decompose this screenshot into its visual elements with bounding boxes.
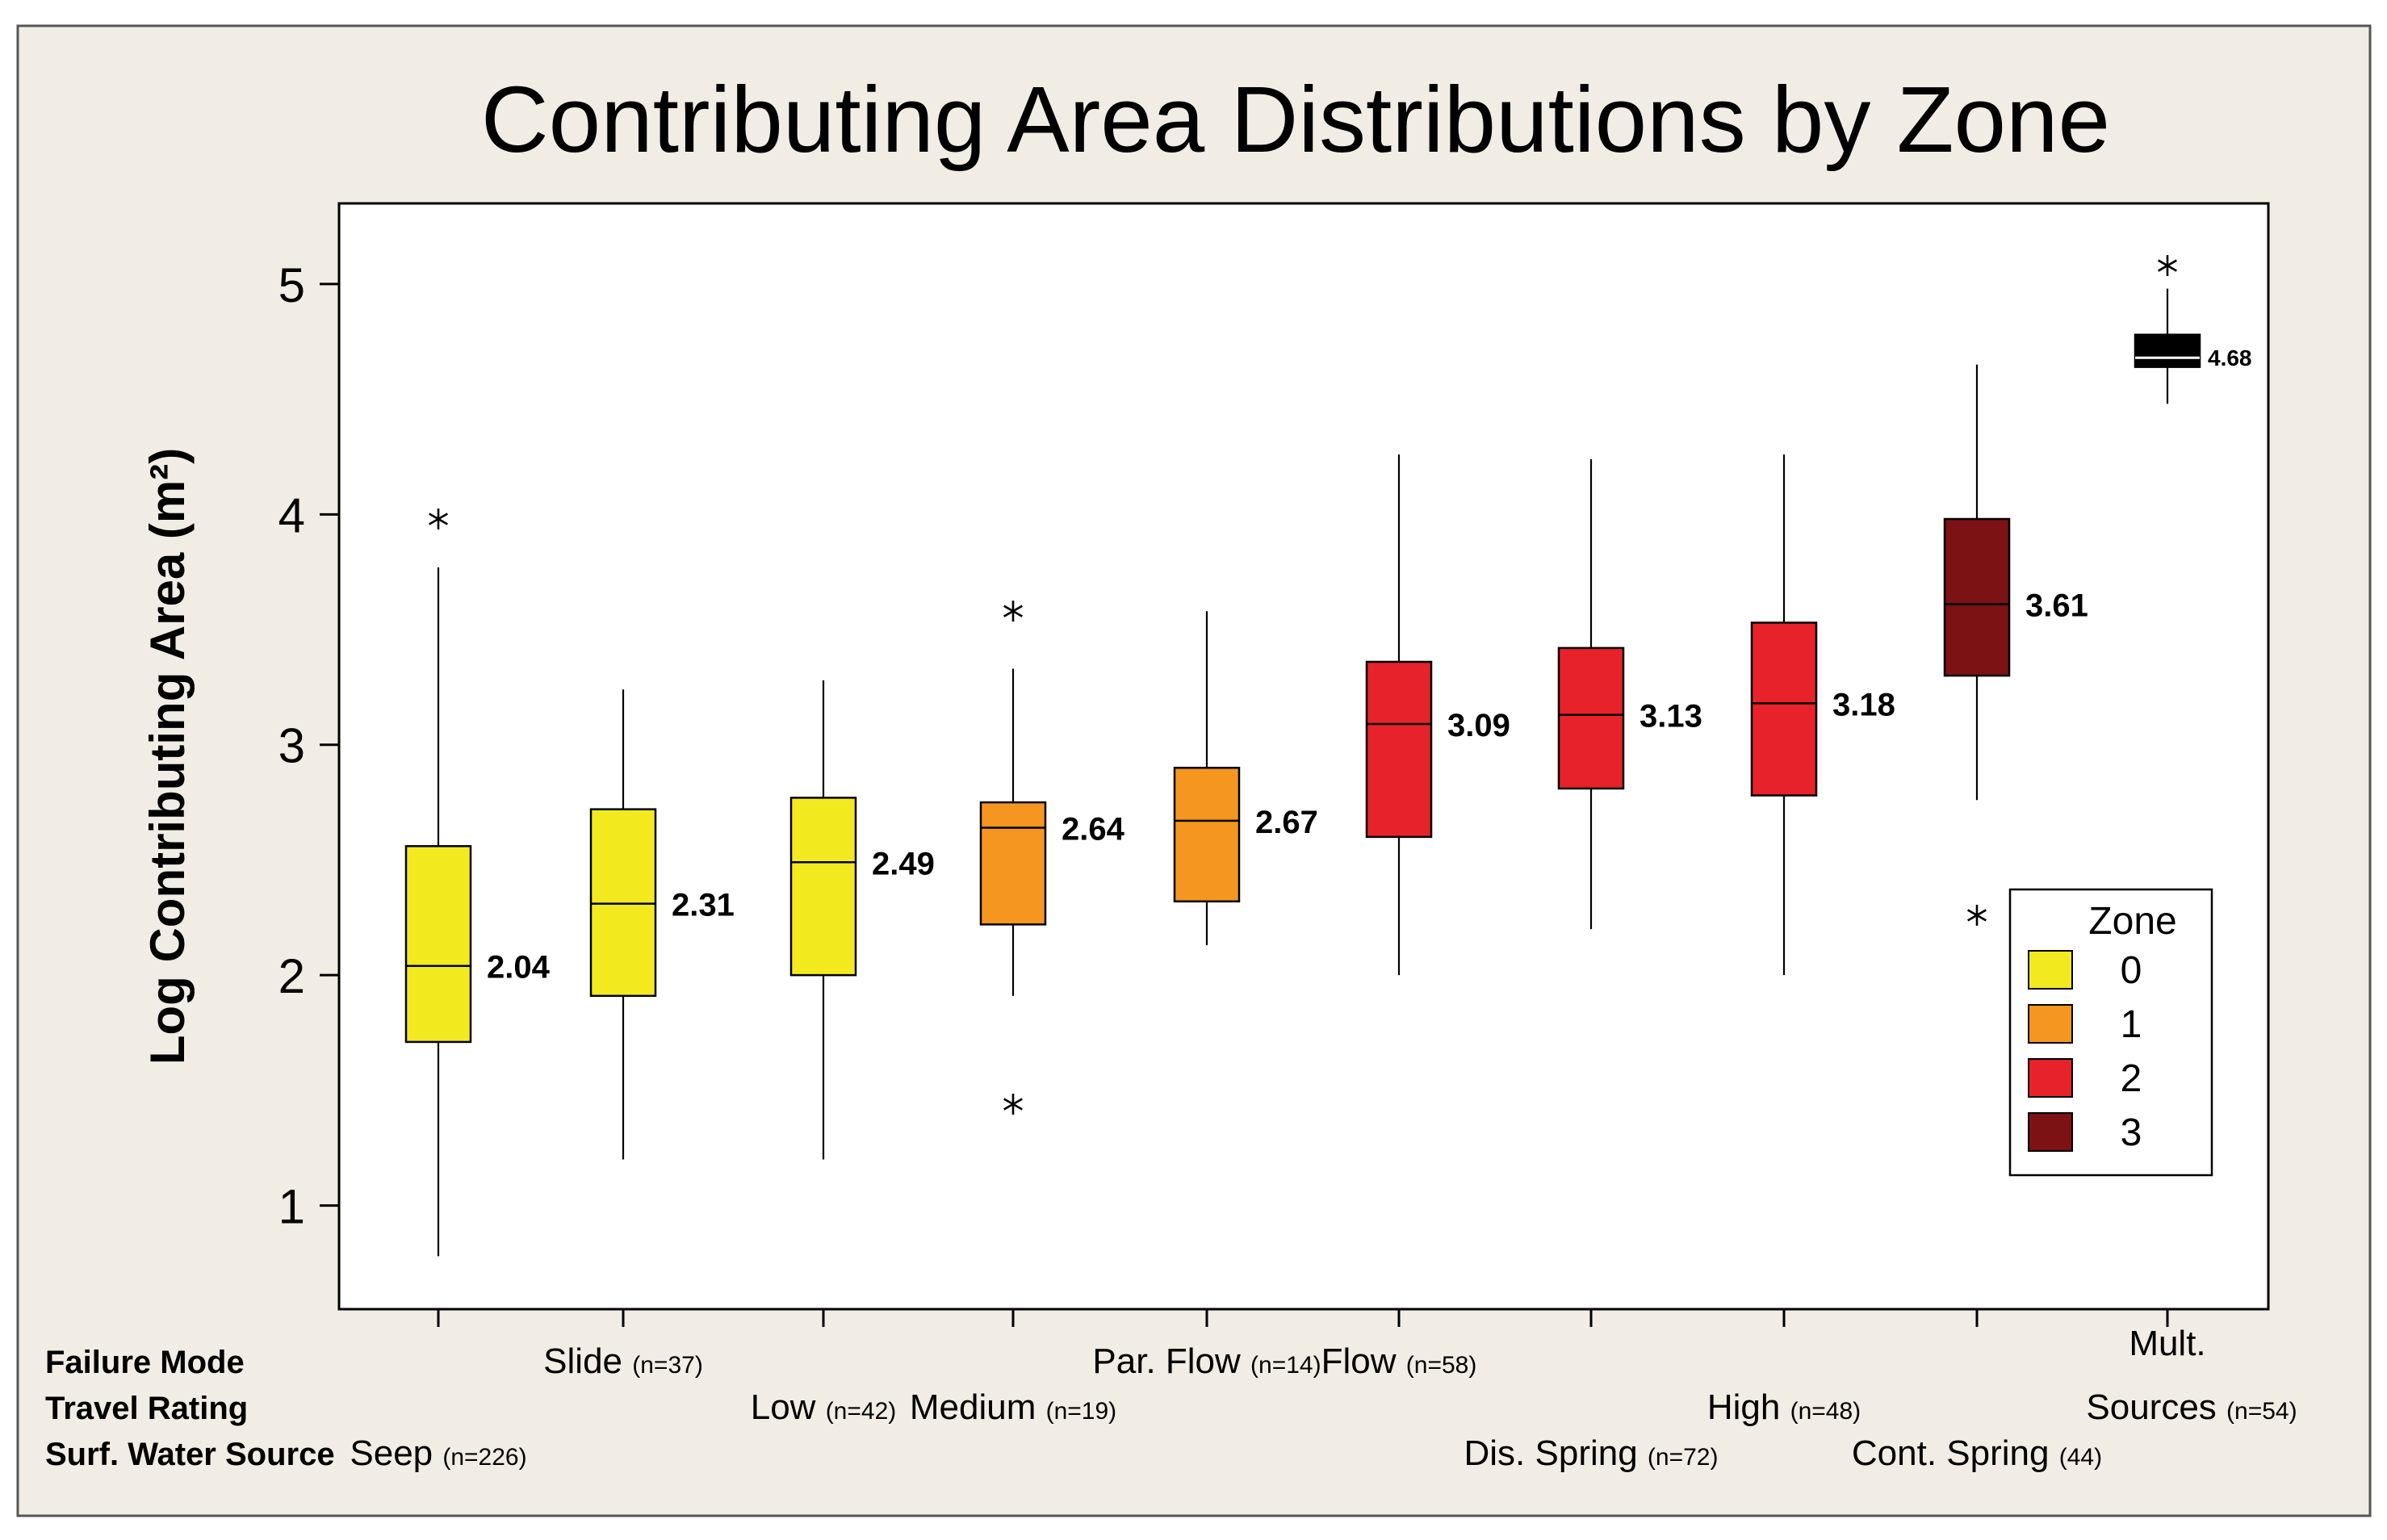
category-label: Sources (n=54) <box>2086 1387 2297 1427</box>
median-value-label: 3.13 <box>1639 699 1702 734</box>
y-tick-label: 2 <box>278 949 305 1003</box>
median-value-label: 2.64 <box>1062 811 1125 847</box>
box-iqr <box>1365 660 1433 839</box>
category-label: Dis. Spring (n=72) <box>1464 1433 1719 1473</box>
median-value-label: 3.09 <box>1447 708 1510 743</box>
boxplot-5: 2.67 <box>1173 611 1318 946</box>
legend-swatch-zone-3 <box>2028 1112 2073 1152</box>
category-count: (n=14) <box>1250 1352 1321 1379</box>
outlier-stroke <box>1003 1098 1023 1111</box>
boxplot-3: 2.49 <box>789 680 935 1160</box>
boxplot-10: 4.68 <box>2134 255 2252 404</box>
box-iqr <box>979 801 1047 926</box>
median-value-label: 2.67 <box>1255 805 1318 840</box>
outlier-point <box>1967 904 1987 926</box>
category-label: Cont. Spring (44) <box>1852 1433 2102 1473</box>
category-count: (n=19) <box>1046 1398 1117 1425</box>
category-label: Low (n=42) <box>751 1387 897 1427</box>
box-iqr <box>1750 621 1818 797</box>
box-iqr <box>789 797 857 977</box>
category-count: (n=42) <box>826 1398 897 1425</box>
box-iqr <box>1557 647 1625 790</box>
median-value-label: 3.61 <box>2025 588 2088 624</box>
category-name: Cont. Spring <box>1852 1433 2059 1473</box>
boxplot-7: 3.13 <box>1557 458 1702 930</box>
plot-area <box>337 202 2270 1311</box>
boxplots: 2.04 2.31 2.49 2.64 2.67 3.09 3.13 3.18 3.61 4.68 <box>404 255 2252 1257</box>
category-count: (n=72) <box>1648 1444 1719 1471</box>
box-iqr <box>589 808 657 998</box>
category-count: (n=48) <box>1790 1398 1861 1425</box>
boxplot-9: 3.61 <box>1943 364 2088 926</box>
box-iqr <box>404 845 472 1044</box>
legend-label-zone-2: 2 <box>2121 1057 2142 1100</box>
row-header-failure-mode: Failure Mode <box>45 1345 245 1380</box>
y-axis: 1 2 3 4 5 <box>278 258 339 1234</box>
median-value-label: 4.68 <box>2208 345 2252 370</box>
category-label: Slide (n=37) <box>543 1341 703 1381</box>
category-label: Medium (n=19) <box>910 1387 1116 1427</box>
row-headers: Failure Mode Travel Rating Surf. Water S… <box>45 1345 335 1472</box>
category-name: Sources <box>2086 1387 2226 1427</box>
boxplot-6: 3.09 <box>1365 454 1510 976</box>
median-value-label: 2.04 <box>487 950 551 986</box>
row-header-surf-water-source: Surf. Water Source <box>45 1437 335 1472</box>
outlier-stroke <box>1967 909 1987 922</box>
median-value-label: 3.18 <box>1832 687 1895 722</box>
outlier-point <box>429 508 448 530</box>
y-tick-label: 1 <box>278 1180 305 1234</box>
category-name: Dis. Spring <box>1464 1433 1648 1473</box>
legend-entries: 0 1 2 3 <box>2028 949 2142 1154</box>
legend-title: Zone <box>2088 900 2176 943</box>
x-axis-categories: Seep (n=226) Slide (n=37) Low (n=42) Medium… <box>350 1309 2297 1473</box>
box-iqr <box>2134 333 2201 368</box>
category-label: Par. Flow (n=14) <box>1092 1341 1321 1381</box>
outlier-point <box>2158 255 2177 277</box>
category-count: (n=58) <box>1406 1352 1477 1379</box>
category-label: High (n=48) <box>1707 1387 1861 1427</box>
category-label: Seep (n=226) <box>350 1433 526 1473</box>
category-count: (n=54) <box>2226 1398 2297 1425</box>
outlier-stroke <box>429 513 448 525</box>
category-label: Flow (n=58) <box>1321 1341 1477 1381</box>
legend-label-zone-0: 0 <box>2121 949 2142 992</box>
category-name: Par. Flow <box>1092 1341 1250 1381</box>
row-header-travel-rating: Travel Rating <box>45 1391 248 1426</box>
y-axis-label: Log Contributing Area (m²) <box>140 448 195 1065</box>
box-iqr <box>1943 517 2011 677</box>
legend-swatch-zone-1 <box>2028 1004 2073 1044</box>
outlier-point <box>1003 1093 1023 1115</box>
boxplot-8: 3.18 <box>1750 454 1895 976</box>
legend-swatch-zone-0 <box>2028 950 2073 990</box>
outlier-stroke <box>1003 605 1023 617</box>
y-tick-label: 3 <box>278 719 305 773</box>
median-value-label: 2.31 <box>672 888 735 923</box>
boxplot-4: 2.64 <box>979 601 1125 1115</box>
legend-swatch-zone-2 <box>2028 1058 2073 1098</box>
category-name: Seep <box>350 1433 442 1473</box>
category-label: Mult. <box>2129 1324 2205 1363</box>
category-name: Medium <box>910 1387 1046 1427</box>
legend-label-zone-3: 3 <box>2121 1111 2142 1154</box>
y-tick-label: 5 <box>278 258 305 312</box>
outlier-stroke <box>2158 259 2177 272</box>
y-tick-label: 4 <box>278 488 305 542</box>
legend-label-zone-1: 1 <box>2121 1003 2142 1046</box>
median-value-label: 2.49 <box>872 846 935 881</box>
category-name: Slide <box>543 1341 632 1381</box>
outlier-point <box>1003 601 1023 622</box>
category-name: Low <box>751 1387 826 1427</box>
category-count: (n=226) <box>442 1444 526 1471</box>
category-name: High <box>1707 1387 1790 1427</box>
chart-title: Contributing Area Distributions by Zone <box>481 67 2110 172</box>
legend: Zone 0 1 2 3 <box>2008 888 2213 1177</box>
boxplot-2: 2.31 <box>589 689 735 1160</box>
category-count: (44) <box>2059 1444 2102 1471</box>
category-name: Flow <box>1321 1341 1406 1381</box>
box-iqr <box>1173 767 1241 903</box>
boxplot-1: 2.04 <box>404 508 551 1257</box>
category-count: (n=37) <box>632 1352 703 1379</box>
